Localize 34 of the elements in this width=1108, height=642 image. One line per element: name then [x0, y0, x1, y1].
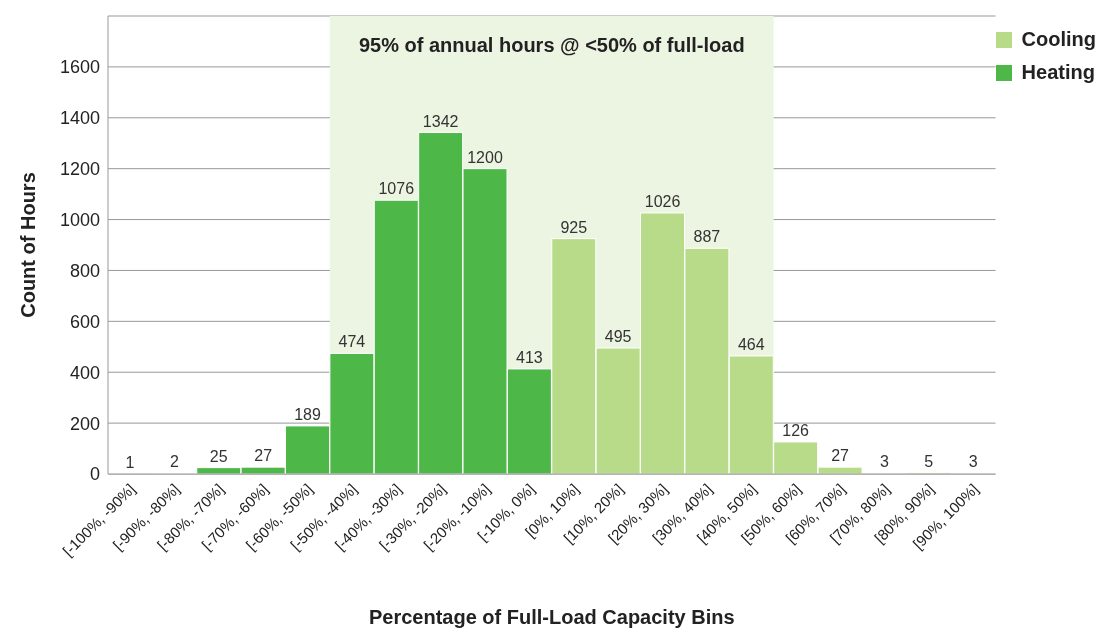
data-label: 27	[831, 447, 850, 465]
legend-label: Heating	[1021, 61, 1095, 84]
band-label: 95% of annual hours @ <50% of full-load	[358, 34, 745, 57]
data-label: 25	[209, 447, 228, 465]
data-label: 27	[254, 447, 273, 465]
data-label: 464	[737, 335, 765, 353]
y-tick-label: 600	[69, 311, 100, 332]
y-tick-label: 200	[69, 413, 100, 434]
data-label: 495	[604, 328, 632, 346]
data-label: 413	[516, 348, 543, 366]
data-label: 5	[924, 452, 934, 470]
y-tick-label: 1200	[59, 159, 100, 180]
data-label: 1342	[422, 112, 459, 130]
data-label: 3	[879, 453, 889, 471]
data-label: 126	[782, 421, 810, 439]
data-label: 189	[294, 405, 321, 423]
y-tick-label: 1400	[59, 108, 100, 129]
y-tick-label: 1600	[59, 57, 100, 78]
data-label: 3	[968, 453, 978, 471]
data-label: 925	[560, 218, 588, 236]
data-label: 1200	[467, 148, 503, 166]
data-label: 1076	[378, 180, 415, 198]
y-tick-label: 0	[89, 464, 100, 485]
y-tick-label: 1000	[59, 209, 100, 230]
data-label: 1026	[644, 192, 681, 210]
data-label: 2	[169, 453, 179, 471]
x-axis-title: Percentage of Full-Load Capacity Bins	[368, 606, 735, 628]
y-tick-label: 800	[69, 260, 100, 281]
y-tick-label: 400	[69, 362, 100, 383]
legend-label: Cooling	[1021, 28, 1096, 51]
data-label: 887	[693, 228, 721, 246]
data-label: 1	[125, 453, 135, 471]
y-axis-title: Count of Hours	[17, 172, 40, 318]
data-label: 474	[338, 333, 366, 351]
